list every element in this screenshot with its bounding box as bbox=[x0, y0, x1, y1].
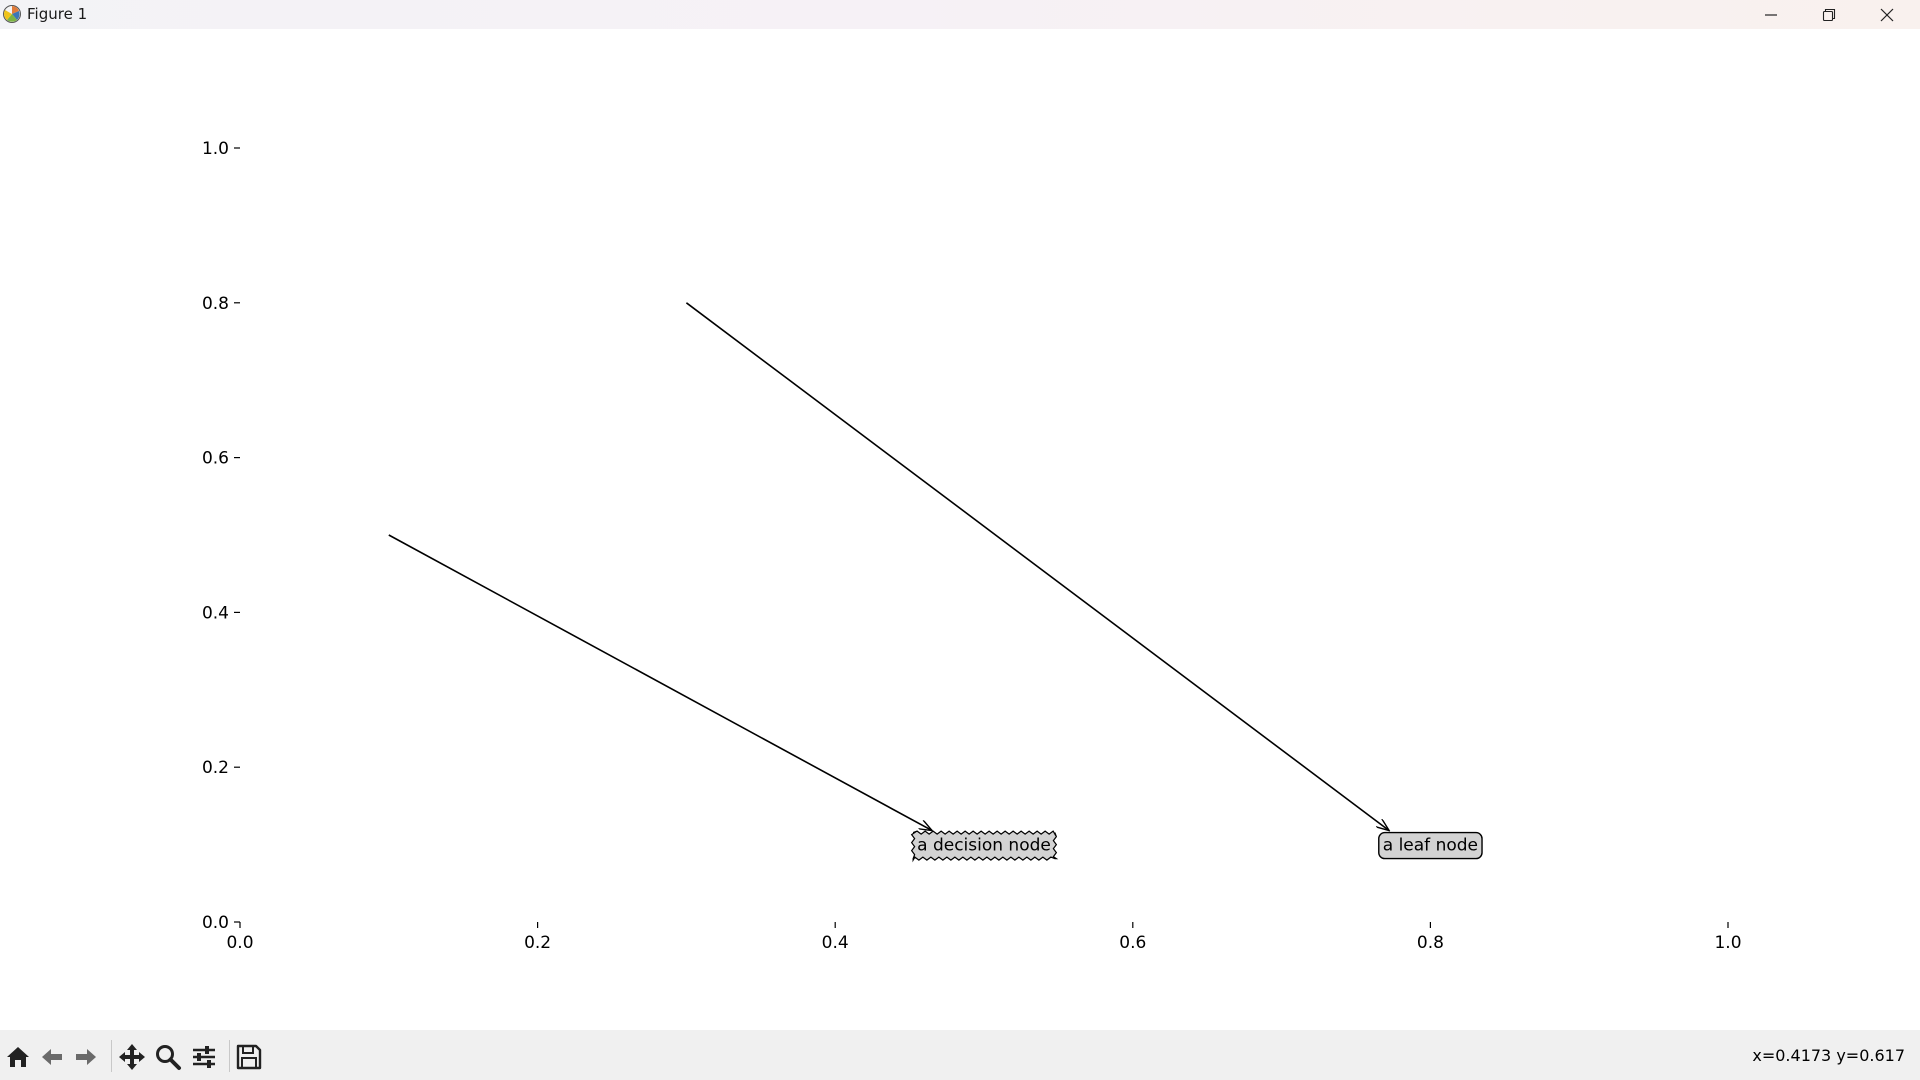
x-tick-label: 0.8 bbox=[1417, 933, 1444, 953]
forward-button[interactable] bbox=[71, 1042, 101, 1072]
zoom-button[interactable] bbox=[153, 1042, 183, 1072]
floppy-disk-icon bbox=[236, 1044, 262, 1070]
toolbar-separator bbox=[111, 1040, 112, 1072]
x-tick-label: 0.6 bbox=[1119, 933, 1146, 953]
decision-node-box bbox=[910, 830, 1059, 863]
arrow-left-icon bbox=[42, 1049, 62, 1065]
navigation-toolbar: x=0.4173 y=0.617 bbox=[0, 1030, 1920, 1080]
y-tick-label: 0.2 bbox=[202, 758, 229, 778]
sliders-icon bbox=[193, 1046, 215, 1068]
annotation-arrow bbox=[388, 534, 932, 831]
magnifier-icon bbox=[156, 1045, 181, 1070]
maximize-button[interactable] bbox=[1800, 0, 1858, 29]
close-icon bbox=[1880, 8, 1894, 21]
annotation-label: a leaf node bbox=[1383, 836, 1478, 856]
toolbar-separator bbox=[229, 1040, 230, 1072]
restore-icon bbox=[1822, 8, 1836, 21]
plot-canvas[interactable]: 0.0 0.2 0.4 0.6 0.8 1.0 0.0 0.2 0.4 0.6 0.8 1.0 a d… bbox=[0, 29, 1920, 1030]
pan-button[interactable] bbox=[117, 1042, 147, 1072]
y-tick-label: 0.4 bbox=[202, 603, 229, 623]
home-button[interactable] bbox=[3, 1042, 33, 1072]
annotation-label: a decision node bbox=[917, 836, 1051, 856]
minimize-button[interactable] bbox=[1742, 0, 1800, 29]
annotation-arrow bbox=[685, 302, 1389, 831]
x-tick-label: 0.2 bbox=[524, 933, 551, 953]
arrow-right-icon bbox=[76, 1049, 96, 1065]
matplotlib-logo-icon bbox=[3, 5, 21, 23]
y-tick-label: 0.0 bbox=[202, 913, 229, 933]
home-icon bbox=[7, 1047, 29, 1067]
y-tick-label: 0.8 bbox=[202, 294, 229, 314]
y-tick-label: 1.0 bbox=[202, 139, 229, 159]
back-button[interactable] bbox=[37, 1042, 67, 1072]
annotation-chart[interactable]: 0.0 0.2 0.4 0.6 0.8 1.0 0.0 0.2 0.4 0.6 0.8 1.0 a d… bbox=[0, 29, 1920, 1030]
y-tick-label: 0.6 bbox=[202, 449, 229, 469]
x-tick-label: 0.0 bbox=[226, 933, 253, 953]
window-title: Figure 1 bbox=[27, 5, 88, 23]
cursor-coordinates: x=0.4173 y=0.617 bbox=[1752, 1046, 1905, 1065]
save-button[interactable] bbox=[234, 1042, 264, 1072]
title-bar: Figure 1 bbox=[0, 0, 1920, 29]
x-tick-label: 1.0 bbox=[1714, 933, 1741, 953]
minimize-icon bbox=[1765, 13, 1777, 16]
close-button[interactable] bbox=[1858, 0, 1916, 29]
configure-subplots-button[interactable] bbox=[189, 1042, 219, 1072]
move-icon bbox=[119, 1044, 145, 1070]
x-tick-label: 0.4 bbox=[822, 933, 849, 953]
leaf-node-box bbox=[1378, 831, 1483, 860]
